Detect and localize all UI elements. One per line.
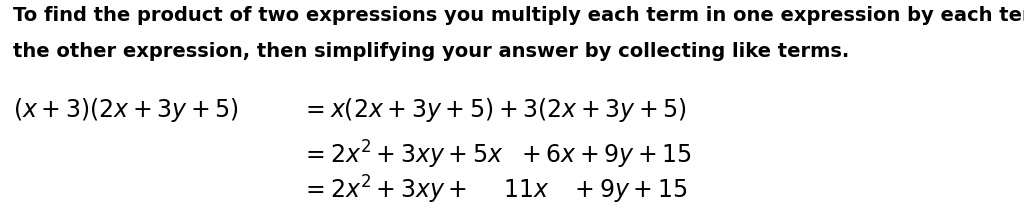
Text: To find the product of two expressions you multiply each term in one expression : To find the product of two expressions y… [13, 6, 1024, 25]
Text: $= 2x^2 + 3xy + 5x\ \ + 6x + 9y + 15$: $= 2x^2 + 3xy + 5x\ \ + 6x + 9y + 15$ [301, 139, 691, 171]
Text: the other expression, then simplifying your answer by collecting like terms.: the other expression, then simplifying y… [13, 42, 850, 61]
Text: $(x + 3)(2x + 3y + 5)$: $(x + 3)(2x + 3y + 5)$ [13, 96, 239, 124]
Text: $= 2x^2 + 3xy +\quad\ 11x\quad + 9y + 15$: $= 2x^2 + 3xy +\quad\ 11x\quad + 9y + 15… [301, 174, 687, 206]
Text: $= x(2x + 3y + 5) + 3(2x + 3y + 5)$: $= x(2x + 3y + 5) + 3(2x + 3y + 5)$ [301, 96, 687, 124]
